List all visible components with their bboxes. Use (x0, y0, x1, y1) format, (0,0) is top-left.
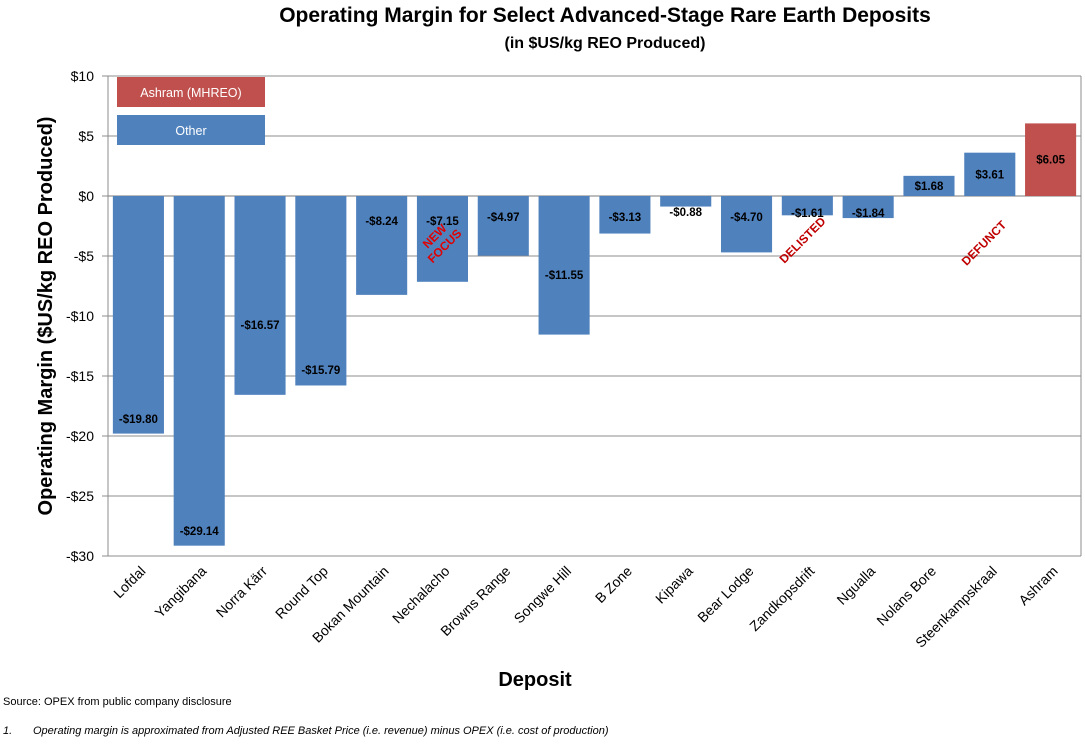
x-tick-label: Bear Lodge (694, 563, 757, 626)
data-label: -$8.24 (365, 216, 398, 228)
bar (842, 196, 894, 219)
x-tick-label: Lofdal (110, 563, 148, 601)
chart-title: Operating Margin for Select Advanced-Sta… (279, 4, 931, 27)
y-tick-label: $0 (78, 188, 94, 204)
footnote-text: Operating margin is approximated from Ad… (33, 725, 609, 737)
bar (356, 196, 408, 295)
data-label: $3.61 (975, 169, 1004, 181)
y-axis-title: Operating Margin ($US/kg REO Produced) (35, 117, 57, 516)
y-tick-label: $10 (71, 68, 95, 84)
legend-swatch (117, 115, 265, 145)
annotation-delisted: DELISTED (777, 214, 829, 266)
bar (903, 175, 955, 196)
y-tick-label: -$25 (66, 488, 94, 504)
bar (112, 196, 164, 434)
y-tick-label: $5 (78, 128, 94, 144)
bar (173, 196, 225, 546)
y-tick-label: -$15 (66, 368, 94, 384)
x-tick-label: Round Top (272, 563, 331, 622)
source-note: Source: OPEX from public company disclos… (3, 696, 232, 708)
bar (781, 196, 833, 216)
x-tick-label: Zandkopsdrift (746, 563, 817, 634)
data-label: -$19.80 (119, 414, 158, 426)
legend-swatch (117, 77, 265, 107)
data-label: -$16.57 (241, 320, 280, 332)
bar (599, 196, 651, 234)
y-tick-label: -$10 (66, 308, 94, 324)
footnote: 1. Operating margin is approximated from … (3, 725, 609, 737)
bar (660, 196, 712, 207)
bar (416, 196, 469, 282)
x-tick-label: Ashram (1015, 563, 1060, 608)
bar (234, 196, 286, 395)
x-tick-label: Ngualla (833, 563, 878, 608)
data-label: -$0.88 (669, 207, 702, 219)
data-label: -$7.15 (426, 216, 459, 228)
x-tick-label: Nolans Bore (873, 563, 939, 629)
bar (1025, 123, 1077, 196)
bar (720, 196, 773, 253)
x-tick-label: Yangibana (151, 563, 209, 621)
data-label: -$1.61 (791, 208, 824, 220)
legend-label: Ashram (MHREO) (140, 86, 241, 100)
data-label: -$29.14 (180, 526, 220, 538)
annotation-defunct: DEFUNCT (959, 217, 1010, 268)
x-axis-title: Deposit (498, 669, 572, 691)
chart-subtitle: (in $US/kg REO Produced) (504, 35, 706, 52)
bar (964, 152, 1016, 196)
y-tick-label: -$30 (66, 548, 94, 564)
data-label: $1.68 (915, 181, 944, 193)
data-label: -$11.55 (545, 270, 584, 282)
y-tick-label: -$20 (66, 428, 94, 444)
data-label: -$3.13 (609, 212, 642, 224)
bar (538, 196, 590, 335)
x-tick-label: Kipawa (652, 563, 696, 607)
data-label: -$4.70 (730, 212, 763, 224)
bar (477, 196, 529, 256)
data-label: -$1.84 (852, 208, 885, 220)
bar (295, 196, 347, 386)
x-tick-label: Norra Kärr (213, 563, 271, 621)
data-label: $6.05 (1036, 155, 1065, 167)
x-tick-label: B Zone (592, 563, 635, 606)
x-tick-label: Nechalacho (389, 563, 453, 627)
legend-label: Other (175, 124, 206, 138)
y-tick-label: -$5 (74, 248, 94, 264)
data-label: -$15.79 (301, 365, 340, 377)
footnote-number: 1. (3, 725, 13, 737)
data-label: -$4.97 (487, 212, 520, 224)
x-tick-label: Songwe Hill (511, 563, 575, 627)
